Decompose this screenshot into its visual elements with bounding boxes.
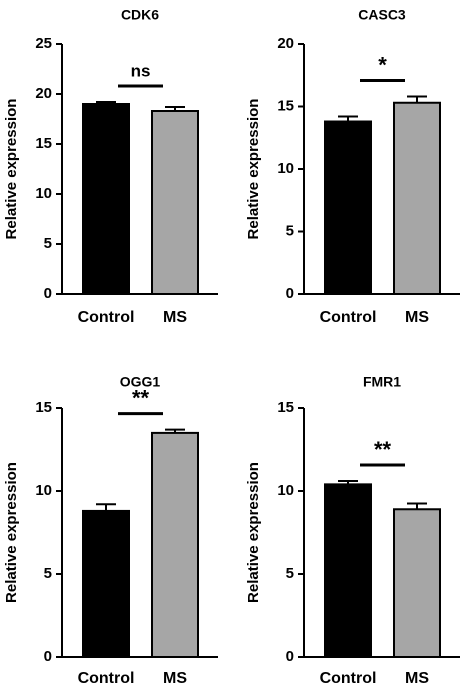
y-tick-label: 0 — [44, 285, 52, 302]
y-tick-label: 15 — [35, 399, 52, 416]
x-tick-label: Control — [320, 309, 377, 326]
error-bar — [165, 106, 185, 111]
y-tick-label: 15 — [277, 399, 294, 416]
error-bar — [96, 101, 116, 104]
y-tick-label: 15 — [277, 97, 294, 114]
y-tick-label: 5 — [286, 565, 294, 582]
panel-title: FMR1 — [363, 374, 401, 390]
error-bar — [338, 480, 358, 485]
x-tick-label: MS — [405, 670, 429, 687]
y-axis-label: Relative expression — [3, 99, 20, 240]
y-tick-label: 10 — [277, 482, 294, 499]
panel-title: OGG1 — [120, 374, 161, 390]
y-tick-label: 15 — [35, 135, 52, 152]
y-tick-label: 20 — [35, 85, 52, 102]
x-tick-label: Control — [78, 309, 135, 326]
y-tick-label: 10 — [35, 185, 52, 202]
significance-label: * — [378, 52, 387, 77]
bar — [82, 509, 130, 659]
panel-title: CDK6 — [121, 7, 159, 23]
bar — [393, 101, 441, 295]
x-tick-label: Control — [320, 670, 377, 687]
y-tick-label: 20 — [277, 35, 294, 52]
significance-label: ** — [132, 385, 150, 410]
bar — [151, 431, 199, 658]
significance-label: ** — [374, 437, 392, 462]
error-bar — [407, 502, 427, 510]
bar — [324, 483, 372, 658]
y-tick-label: 5 — [286, 222, 294, 239]
x-tick-label: MS — [405, 309, 429, 326]
bar — [393, 508, 441, 659]
y-tick-label: 10 — [277, 160, 294, 177]
x-tick-label: MS — [163, 309, 187, 326]
error-bar — [407, 95, 427, 103]
y-tick-label: 0 — [286, 648, 294, 665]
error-bar — [96, 503, 116, 511]
y-axis-label: Relative expression — [245, 99, 262, 240]
y-tick-label: 0 — [44, 648, 52, 665]
y-tick-label: 5 — [44, 565, 52, 582]
error-bar — [338, 115, 358, 122]
bar — [82, 103, 130, 295]
significance-label: ns — [131, 61, 151, 80]
bar — [324, 120, 372, 295]
y-tick-label: 5 — [44, 235, 52, 252]
y-tick-label: 0 — [286, 285, 294, 302]
x-tick-label: MS — [163, 670, 187, 687]
bar — [151, 110, 199, 295]
panel-title: CASC3 — [358, 7, 406, 23]
y-axis-label: Relative expression — [3, 462, 20, 603]
y-tick-label: 10 — [35, 482, 52, 499]
x-tick-label: Control — [78, 670, 135, 687]
y-axis-label: Relative expression — [245, 462, 262, 603]
y-tick-label: 25 — [35, 35, 52, 52]
error-bar — [165, 428, 185, 433]
